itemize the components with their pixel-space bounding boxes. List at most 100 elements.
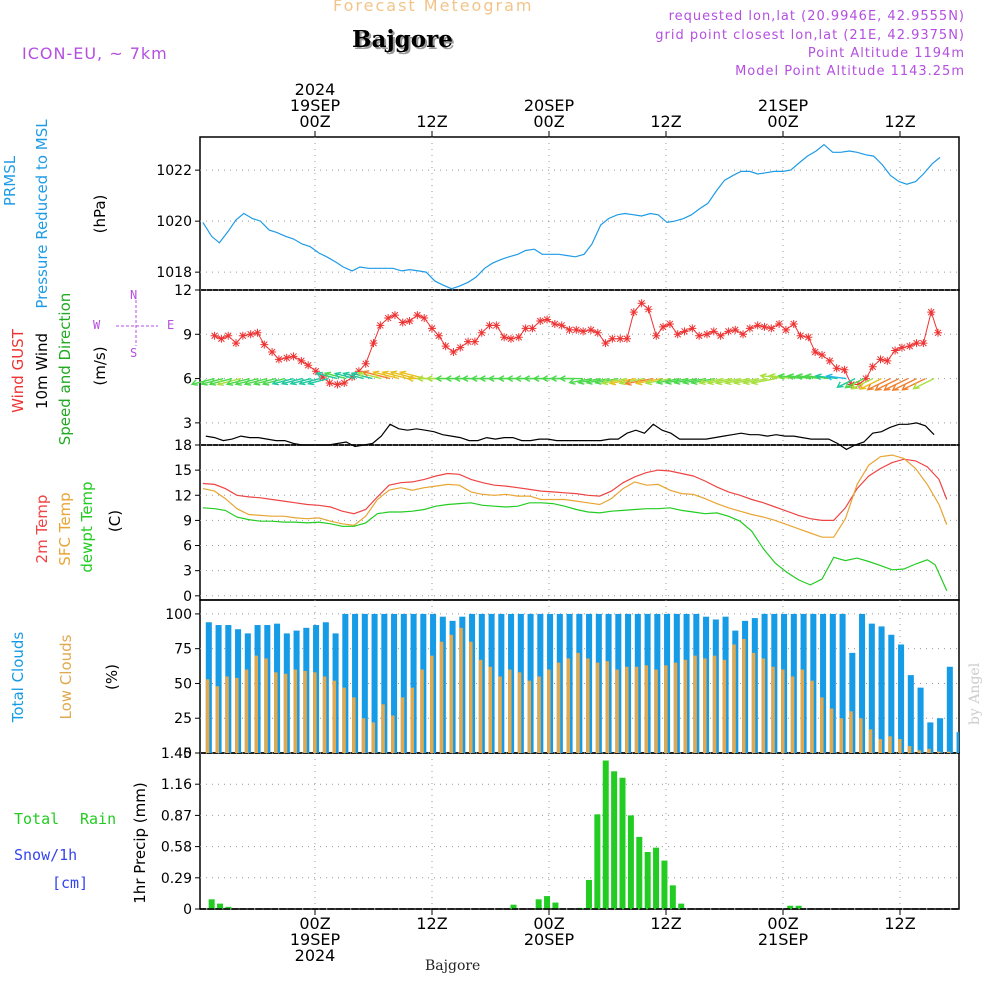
low-cloud-bar (654, 669, 658, 753)
temp-unit-label: (C) (106, 509, 124, 533)
gust-marker (557, 321, 566, 330)
gust-marker (789, 319, 798, 328)
temp-ytick-label: 18 (174, 438, 192, 454)
total-cloud-bar (849, 652, 856, 753)
rain-bar (636, 836, 643, 909)
top-time-label: 12Z (416, 112, 447, 131)
low-cloud-bar (907, 746, 912, 753)
gust-marker (832, 364, 841, 373)
gust-marker (739, 330, 748, 339)
low-cloud-bar (303, 670, 307, 753)
gust-marker (818, 350, 826, 359)
gust-marker (348, 373, 357, 382)
low-cloud-bar (595, 662, 600, 753)
gust-marker (659, 322, 668, 331)
gust-marker (376, 321, 385, 330)
temp-ytick-label: 12 (174, 488, 192, 504)
low-cloud-bar (946, 751, 951, 753)
gust-marker (282, 353, 291, 362)
gust-marker (637, 299, 646, 308)
top-time-label: 00Z (299, 112, 330, 131)
bottom-time-label: 00Z (533, 914, 564, 933)
low-cloud-bar (391, 715, 395, 753)
rain-bar (552, 902, 559, 909)
clouds-unit-label: (%) (103, 664, 121, 690)
gust-marker (586, 325, 595, 334)
total-cloud-bar (917, 687, 924, 753)
temp-sfc-label: SFC Temp (56, 492, 74, 566)
gust-marker (767, 324, 776, 333)
low-cloud-bar (703, 658, 707, 753)
wind-speed-direction-label: Speed and Direction (56, 292, 74, 446)
watermark: by Angel (967, 662, 983, 725)
top-time-label: 12Z (884, 112, 915, 131)
total-cloud-bar (410, 613, 417, 753)
wind-arrow (750, 377, 777, 386)
low-cloud-bar (829, 708, 834, 753)
precip-unit-label: 1hr Precip (mm) (131, 782, 149, 904)
low-cloud-bar (888, 736, 892, 753)
total-cloud-bar (956, 732, 959, 753)
footer-location: Bajgore (425, 958, 481, 974)
low-cloud-bar (781, 669, 785, 753)
total-cloud-bar (391, 613, 398, 753)
gust-marker (210, 331, 219, 340)
t2m-line (202, 458, 948, 521)
total-cloud-bar (839, 613, 846, 753)
gust-marker (361, 359, 370, 368)
gust-marker (441, 342, 450, 351)
low-cloud-bar (283, 673, 288, 753)
rain-bar (535, 899, 542, 909)
low-cloud-bar (322, 676, 327, 753)
model-title: ICON-EU, ~ 7km (22, 44, 168, 63)
gust-marker (297, 356, 306, 365)
rain-label: Rain (80, 810, 117, 828)
compass-north: N (130, 288, 138, 302)
wind-arrow (901, 377, 926, 391)
gust-marker (796, 331, 805, 340)
pressure-ytick-label: 1020 (156, 214, 192, 230)
low-cloud-bar (790, 676, 795, 753)
low-cloud-bar (693, 655, 697, 753)
gust-marker (688, 324, 697, 333)
low-cloud-bar (761, 658, 766, 753)
compass-rose-icon (116, 300, 158, 346)
top-time-label: 20SEP (524, 96, 575, 115)
top-time-label: 00Z (533, 112, 564, 131)
gust-marker (702, 330, 711, 339)
gust-marker (579, 327, 588, 336)
gust-marker (868, 362, 877, 371)
gust-marker (680, 327, 689, 336)
total-cloud-bar (361, 613, 368, 753)
total-cloud-bar (381, 613, 388, 753)
precip-ytick-label: 0.58 (161, 840, 192, 856)
rain-bar (619, 777, 626, 909)
wind-unit-label: (m/s) (91, 346, 109, 386)
clouds-ytick-label: 0 (183, 746, 192, 762)
pressure-msl-label: Pressure Reduced to MSL (33, 119, 51, 309)
wind-arrow (261, 377, 285, 386)
precip-ytick-label: 0 (183, 902, 192, 918)
temp-ytick-label: 6 (183, 539, 192, 555)
gust-marker (912, 339, 921, 348)
top-time-label: 19SEP (290, 96, 341, 115)
low-cloud-bar (488, 666, 493, 753)
gust-marker (644, 305, 653, 314)
wind-ytick-label: 12 (174, 283, 192, 299)
rain-bar (217, 903, 224, 909)
top-time-label: 2024 (295, 80, 336, 99)
gust-marker (724, 327, 733, 336)
gust-marker (709, 327, 718, 336)
gust-marker (268, 348, 277, 356)
clouds-ytick-label: 75 (174, 642, 192, 658)
low-cloud-bar (293, 669, 298, 753)
low-cloud-bar (732, 644, 736, 753)
low-cloud-bar (235, 677, 239, 753)
low-cloud-bar (537, 676, 541, 753)
snow-label: Snow/1h (14, 846, 78, 864)
low-cloud-bar (361, 718, 366, 753)
top-time-label: 21SEP (758, 96, 809, 115)
gust-marker (514, 333, 523, 342)
gust-marker (934, 328, 943, 337)
gust-marker (456, 343, 465, 352)
